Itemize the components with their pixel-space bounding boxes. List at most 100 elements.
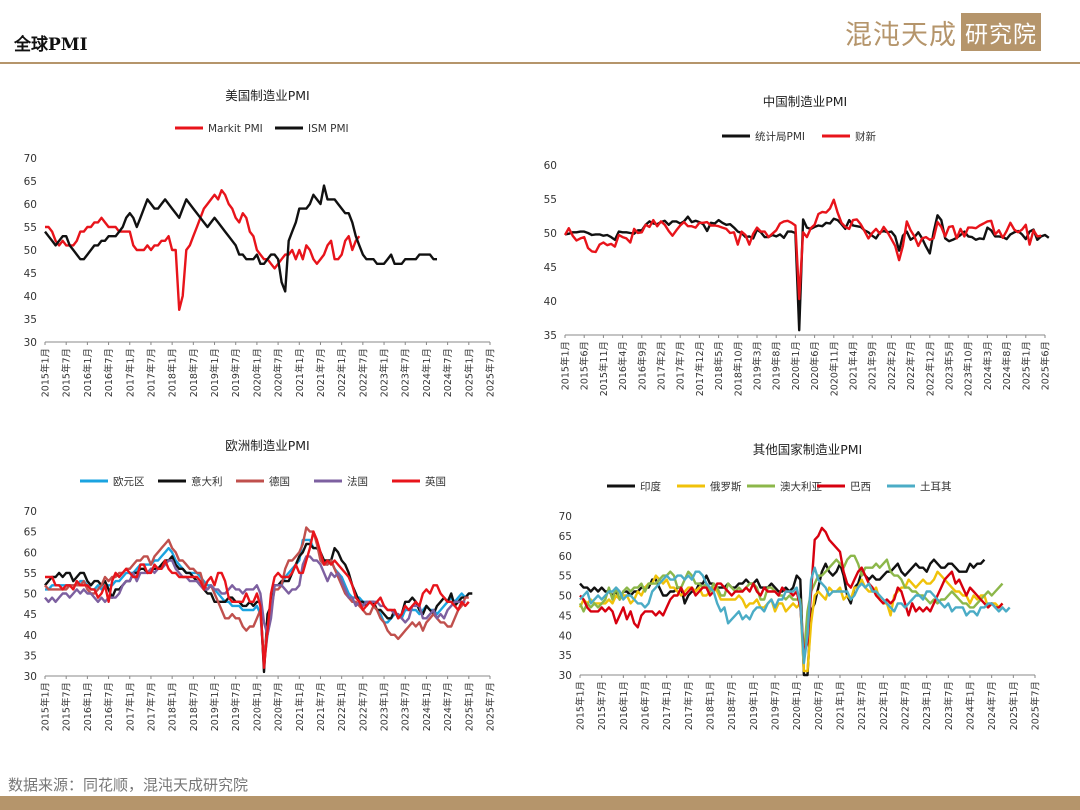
- legend-label: ISM PMI: [308, 123, 349, 135]
- x-tick-label: 2015年1月: [40, 348, 52, 397]
- y-tick-label: 50: [24, 245, 37, 257]
- x-tick-label: 2020年7月: [273, 348, 285, 397]
- legend-label: 法国: [347, 475, 368, 488]
- series-line: [45, 188, 361, 312]
- x-tick-label: 2022年1月: [336, 682, 348, 731]
- y-tick-label: 35: [24, 650, 37, 662]
- y-tick-label: 60: [544, 160, 557, 172]
- series-line: [578, 554, 1004, 657]
- brand-tag: 研究院: [961, 13, 1041, 51]
- x-tick-label: 2022年1月: [336, 348, 348, 397]
- x-tick-label: 2021年7月: [856, 681, 868, 730]
- x-tick-label: 2025年1月: [463, 682, 475, 731]
- x-tick-label: 2023年1月: [379, 348, 391, 397]
- x-tick-label: 2018年5月: [713, 341, 725, 390]
- x-tick-label: 2022年12月: [924, 341, 936, 396]
- x-tick-label: 2020年11月: [828, 341, 840, 396]
- x-tick-label: 2018年7月: [726, 681, 738, 730]
- x-tick-label: 2015年6月: [579, 341, 591, 390]
- y-tick-label: 60: [24, 547, 37, 559]
- x-tick-label: 2015年1月: [560, 341, 572, 390]
- x-tick-label: 2024年3月: [982, 341, 994, 390]
- x-tick-label: 2023年10月: [963, 341, 975, 396]
- x-tick-label: 2015年7月: [61, 682, 73, 731]
- x-tick-label: 2016年1月: [82, 348, 94, 397]
- legend-label: 财新: [855, 130, 876, 143]
- legend-label: 统计局PMI: [755, 130, 805, 143]
- y-tick-label: 70: [559, 511, 572, 523]
- chart-title: 其他国家制造业PMI: [753, 442, 863, 457]
- series-line: [44, 184, 437, 293]
- y-tick-label: 60: [24, 199, 37, 211]
- y-tick-label: 35: [544, 330, 557, 342]
- x-tick-label: 2019年8月: [771, 341, 783, 390]
- europe-pmi-chart: 欧洲制造业PMI 欧元区 意大利 德国 法国 英国 30 35 40 45 50 55 60 65 70 20…: [24, 438, 497, 731]
- x-tick-label: 2016年1月: [82, 682, 94, 731]
- legend-label: Markit PMI: [208, 123, 263, 135]
- footer-bar: [0, 796, 1080, 810]
- x-tick-label: 2022年7月: [900, 681, 912, 730]
- x-tick-label: 2021年1月: [294, 348, 306, 397]
- y-tick-label: 50: [559, 591, 572, 603]
- x-tick-label: 2017年7月: [675, 341, 687, 390]
- y-tick-label: 60: [559, 551, 572, 563]
- x-tick-label: 2022年7月: [357, 682, 369, 731]
- y-tick-label: 65: [559, 531, 572, 543]
- legend-label: 印度: [640, 480, 661, 493]
- series-line: [45, 530, 470, 670]
- legend-label: 英国: [425, 475, 446, 488]
- x-tick-label: 2020年7月: [273, 682, 285, 731]
- x-tick-label: 2025年1月: [1008, 681, 1020, 730]
- x-tick-label: 2025年7月: [485, 682, 497, 731]
- x-tick-label: 2018年1月: [705, 681, 717, 730]
- x-tick-label: 2022年7月: [357, 348, 369, 397]
- x-tick-label: 2025年1月: [1020, 341, 1032, 390]
- legend-label: 土耳其: [920, 480, 952, 493]
- x-tick-label: 2022年7月: [905, 341, 917, 390]
- x-tick-label: 2018年1月: [167, 682, 179, 731]
- series-line: [44, 526, 469, 661]
- x-tick-label: 2016年7月: [640, 681, 652, 730]
- x-tick-label: 2023年5月: [944, 341, 956, 390]
- x-tick-label: 2023年1月: [921, 681, 933, 730]
- x-tick-label: 2017年2月: [656, 341, 668, 390]
- x-tick-label: 2019年3月: [752, 341, 764, 390]
- brand-name: 混沌天成: [845, 19, 957, 51]
- x-tick-label: 2016年9月: [636, 341, 648, 390]
- x-tick-label: 2019年7月: [230, 348, 242, 397]
- legend-label: 德国: [269, 475, 290, 488]
- x-tick-label: 2025年7月: [1030, 681, 1042, 730]
- chart-title: 美国制造业PMI: [225, 88, 310, 103]
- us-pmi-chart: 美国制造业PMI Markit PMI ISM PMI 30 35 40 45 50 55 60 6…: [24, 88, 497, 397]
- x-tick-label: 2021年9月: [867, 341, 879, 390]
- x-tick-label: 2021年4月: [848, 341, 860, 390]
- x-tick-label: 2024年1月: [421, 348, 433, 397]
- header-divider: [0, 62, 1080, 64]
- x-tick-label: 2016年4月: [617, 341, 629, 390]
- x-tick-label: 2015年7月: [596, 681, 608, 730]
- x-tick-label: 2017年12月: [694, 341, 706, 396]
- x-tick-label: 2019年1月: [748, 681, 760, 730]
- x-tick-label: 2021年7月: [315, 348, 327, 397]
- other-countries-pmi-chart: 其他国家制造业PMI 印度 俄罗斯 澳大利亚 巴西 土耳其 30 35 40 45 50 55 60 65…: [559, 442, 1042, 730]
- series-line: [579, 526, 1004, 653]
- legend-label: 巴西: [850, 481, 871, 493]
- y-tick-label: 30: [24, 337, 37, 349]
- chart-title: 中国制造业PMI: [763, 94, 848, 109]
- x-tick-label: 2020年1月: [791, 681, 803, 730]
- x-tick-label: 2020年1月: [251, 682, 263, 731]
- brand-logo: 混沌天成 研究院: [845, 13, 1041, 51]
- y-tick-label: 45: [559, 610, 572, 622]
- y-tick-label: 70: [24, 153, 37, 165]
- x-tick-label: 2024年7月: [442, 682, 454, 731]
- x-tick-label: 2016年1月: [618, 681, 630, 730]
- y-tick-label: 35: [559, 650, 572, 662]
- x-tick-label: 2024年7月: [986, 681, 998, 730]
- x-tick-label: 2023年7月: [943, 681, 955, 730]
- legend-label: 欧元区: [113, 476, 145, 488]
- y-tick-label: 40: [24, 630, 37, 642]
- x-tick-label: 2019年1月: [209, 348, 221, 397]
- x-tick-label: 2023年7月: [400, 348, 412, 397]
- x-tick-label: 2025年1月: [463, 348, 475, 397]
- x-tick-label: 2023年7月: [400, 682, 412, 731]
